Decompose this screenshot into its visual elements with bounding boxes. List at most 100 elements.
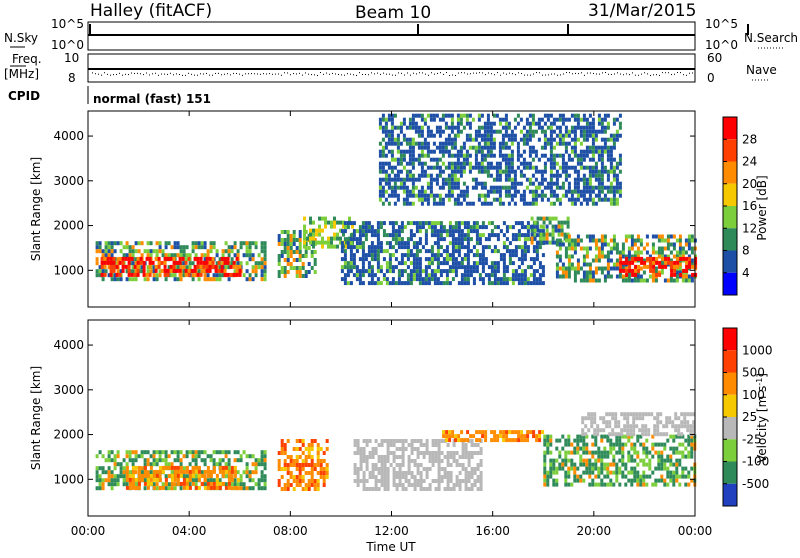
power-cell [579,177,583,182]
nave-dot [560,74,561,76]
power-cell [396,145,400,150]
velocity-cell [158,469,162,474]
power-cell [508,249,512,254]
power-cell [609,258,613,263]
power-cell [576,153,580,158]
power-cell [191,241,195,246]
velocity-cell [206,478,210,483]
velocity-cell [251,470,255,475]
power-cell [324,220,327,225]
velocity-cell [493,434,497,439]
power-cell [538,277,542,282]
velocity-cell [609,470,613,475]
power-cell [387,141,391,146]
power-cell [579,238,583,243]
power-cell [435,173,439,178]
power-cell [415,225,419,230]
velocity-cell [295,479,299,483]
velocity-cell [546,434,550,439]
power-cell [639,278,643,283]
velocity-cell [446,463,450,467]
power-cell [184,268,188,273]
power-cell [570,262,574,267]
power-cell [230,249,234,254]
power-cell [181,256,185,261]
power-cell [178,268,182,273]
power-cell [312,236,315,241]
velocity-cell [461,447,465,451]
velocity-cell [218,485,222,490]
power-cell [411,193,415,198]
nave-dot [317,74,318,76]
velocity-cell [651,434,655,439]
velocity-cell [470,439,474,443]
velocity-cell [665,424,669,429]
velocity-cell [588,470,592,475]
velocity-cell [647,428,651,433]
power-cell [427,281,431,286]
power-cell [504,125,508,130]
velocity-cell [680,420,684,425]
velocity-cell [675,478,679,483]
velocity-cell [446,471,450,475]
power-cell [415,229,419,234]
power-cell [420,117,424,122]
nave-dot [371,72,372,74]
power-cell [597,177,601,182]
power-cell [630,246,634,251]
velocity-cell [365,439,369,443]
power-cell [531,129,535,134]
velocity-cell [413,459,417,463]
power-cell [498,121,502,126]
power-cell [618,193,622,198]
nave-dot [401,72,402,74]
velocity-cell [197,469,201,474]
velocity-cell [134,470,138,475]
power-cell [104,249,108,254]
power-cell [513,117,517,122]
velocity-cell [669,470,673,475]
power-cell [179,245,183,250]
power-cell [402,181,406,186]
velocity-cell [428,459,432,463]
power-cell [361,265,365,270]
power-cell [673,260,677,265]
power-cell [221,273,225,278]
power-cell [424,233,428,238]
power-cell [508,277,512,282]
power-cell [393,137,397,142]
power-cell [233,241,237,246]
power-cell [251,269,255,274]
velocity-cell [292,447,296,451]
velocity-cell [549,466,553,471]
nave-dot [137,72,138,74]
power-cell [523,269,527,274]
power-cell [545,228,549,233]
power-cell [387,133,391,138]
power-cell [561,137,565,142]
power-cell [654,270,658,275]
power-cell [406,249,410,254]
power-cell [236,253,240,258]
power-cell [564,165,568,170]
power-cell [472,229,476,234]
velocity-cell [283,451,287,455]
velocity-cell [143,481,147,486]
power-cell [420,145,424,150]
velocity-cell [212,478,216,483]
power-cell [555,161,559,166]
nave-dot [236,72,237,74]
velocity-cell [546,438,550,443]
power-cell [393,201,397,206]
velocity-cell [277,479,281,483]
power-cell [104,241,108,246]
power-cell [218,273,222,278]
velocity-cell [593,428,597,433]
power-cell [448,233,452,238]
power-cell [390,189,394,194]
nave-dot [344,74,345,76]
power-cell [558,238,562,243]
velocity-cell [131,450,135,455]
power-cell [182,261,186,266]
